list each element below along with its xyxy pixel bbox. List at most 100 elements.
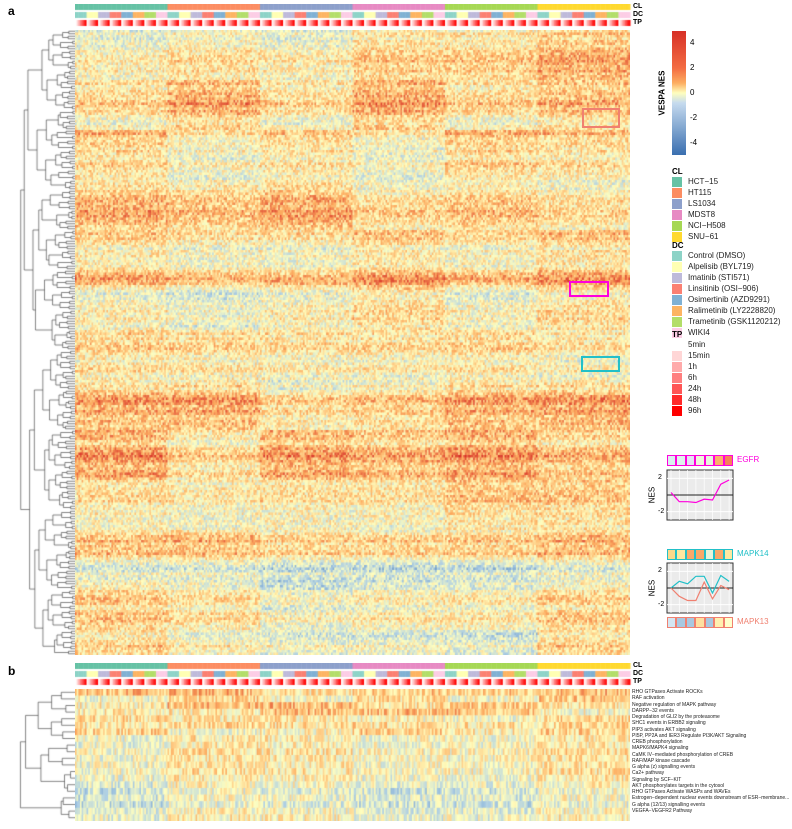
legend-item: 24h (672, 383, 710, 394)
colorbar-tick-label: 0 (690, 88, 695, 97)
y-axis-label: NES (647, 579, 657, 597)
egfr-tile (667, 455, 677, 466)
mapk13-tile (704, 617, 715, 628)
gene-label-egfr: EGFR (737, 455, 760, 464)
legend-label: HCT−15 (688, 177, 719, 186)
mapk14-tile (714, 549, 724, 560)
legend-swatch (672, 261, 682, 272)
mapk13-tile (714, 617, 724, 628)
row-label: Degradation of GLI2 by the proteasome (632, 714, 720, 720)
y-tick-label: 2 (658, 567, 662, 575)
egfr-tile (676, 455, 686, 466)
y-tick-label: -2 (658, 600, 665, 608)
row-label: PIP3 activates AKT signaling (632, 726, 696, 733)
mapk14-tile (685, 549, 696, 560)
legend-item: 96h (672, 405, 710, 416)
legend-label: Osimertinib (AZD9291) (688, 295, 770, 304)
legend-item: Linsitinib (OSI−906) (672, 283, 781, 294)
egfr-tile (723, 455, 733, 466)
legend-item: SNU−61 (672, 231, 726, 242)
panel-a-label: a (8, 4, 15, 18)
legend-swatch (672, 294, 682, 305)
gene-label-mapk13: MAPK13 (737, 617, 769, 626)
colorbar (672, 31, 686, 155)
mapk14-tile (676, 549, 686, 560)
legend-label: SNU−61 (688, 232, 719, 241)
legend-label: 15min (688, 351, 710, 360)
legend-swatch (672, 383, 682, 394)
row-label: G alpha (12/13) signalling events (632, 801, 706, 808)
legend-dc: DC Control (DMSO) Alpelisib (BYL719) Imati… (672, 241, 781, 338)
mapk14-tile (704, 549, 715, 560)
legend-swatch (672, 361, 682, 372)
legend-label: HT115 (688, 188, 712, 197)
series-line (670, 479, 730, 504)
legend-label: Imatinib (STI571) (688, 273, 750, 282)
legend-label: 5min (688, 340, 706, 349)
legend-label: Linsitinib (OSI−906) (688, 284, 759, 293)
legend-label: 24h (688, 384, 702, 393)
legend-label: WIKI4 (688, 328, 710, 337)
legend-item: HT115 (672, 187, 726, 198)
legend-swatch (672, 283, 682, 294)
row-label: RAF/MAP kinase cascade (632, 757, 690, 764)
legend-item: 1h (672, 361, 710, 372)
highlight-box-mapk14 (581, 356, 620, 372)
column-annotation-bars-a (75, 4, 635, 28)
colorbar-tick-label: 2 (690, 63, 695, 73)
row-label: DARPP−32 events (632, 707, 674, 714)
row-dendrogram-b (0, 689, 75, 821)
y-tick-label: -2 (658, 507, 665, 515)
y-tick-label: 2 (658, 474, 662, 482)
highlight-box-mapk13 (582, 108, 620, 128)
column-annotation-bars-b (75, 663, 635, 687)
legend-item: Alpelisib (BYL719) (672, 261, 781, 272)
cl-label-b: CL (633, 662, 643, 669)
mapk14-tile (695, 549, 705, 560)
cl-label-a: CL (633, 3, 643, 10)
legend-tp: TP 5min 15min 1h 6h 24h 48h 96h (672, 330, 710, 416)
panel-b-row-labels: RHO GTPases Activate ROCKs RAF activation… (632, 689, 789, 814)
legend-item: 48h (672, 394, 710, 405)
mapk13-tile (723, 617, 733, 628)
row-label: RHO GTPases Activate WASPs and WAVEs (632, 789, 731, 795)
heatmap-b (75, 689, 630, 821)
mapk13-tile (667, 617, 677, 628)
legend-item: HCT−15 (672, 176, 726, 187)
legend-label: 6h (688, 373, 697, 382)
mapk14-tile (667, 549, 677, 560)
legend-swatch (672, 350, 682, 361)
tp-label-a: TP (633, 19, 642, 26)
row-dendrogram-a (0, 30, 75, 655)
legend-item: NCI−H508 (672, 220, 726, 231)
row-label: VEGFA−VEGFR2 Pathway (632, 807, 693, 814)
legend-item: Trametinib (GSK1120212) (672, 316, 781, 327)
dc-label-b: DC (633, 670, 644, 677)
legend-item: 6h (672, 372, 710, 383)
legend-item: 5min (672, 339, 710, 350)
legend-label: LS1034 (688, 199, 716, 208)
legend-label: Control (DMSO) (688, 251, 746, 260)
legend-item: Imatinib (STI571) (672, 272, 781, 283)
mapk13-tile (695, 617, 705, 628)
legend-title: CL (672, 167, 683, 176)
row-label: AKT phosphorylates targets in the cytoso… (632, 782, 725, 789)
legend-item: LS1034 (672, 198, 726, 209)
legend-label: Trametinib (GSK1120212) (688, 317, 781, 326)
dc-label-a: DC (633, 11, 644, 18)
legend-item: 15min (672, 350, 710, 361)
egfr-tile (714, 455, 724, 466)
y-axis-label: NES (647, 486, 657, 504)
legend-swatch (672, 327, 682, 338)
row-label: CaMK IV−mediated phosphorylation of CREB (632, 751, 734, 758)
mapk13-tile (685, 617, 696, 628)
legend-item: MDST8 (672, 209, 726, 220)
legend-title: DC (672, 241, 684, 250)
colorbar-tick-label: 4 (690, 38, 695, 48)
legend-swatch (672, 394, 682, 405)
row-label: RHO GTPases Activate ROCKs (632, 689, 703, 695)
tp-label-b: TP (633, 678, 642, 685)
legend-label: MDST8 (688, 210, 716, 219)
series-line (670, 580, 730, 602)
